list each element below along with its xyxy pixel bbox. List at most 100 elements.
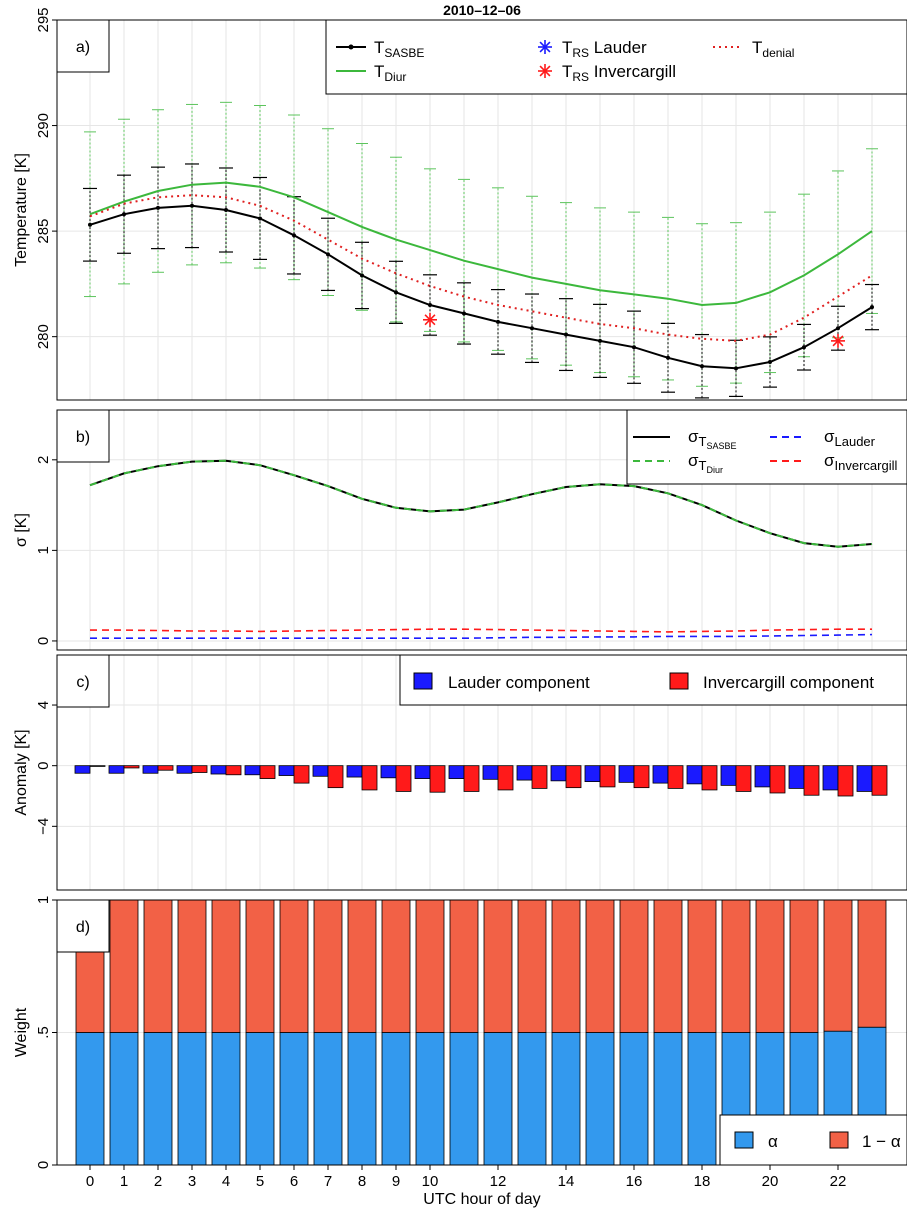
bar-invercargill-component	[633, 765, 650, 789]
y-tick-label: 4	[35, 701, 52, 709]
bar-invercargill-component	[837, 765, 854, 797]
bar-one-minus-alpha	[857, 899, 887, 1028]
x-tick-label: 9	[392, 1173, 400, 1190]
bar-lauder-component	[720, 765, 737, 786]
x-tick-label: 4	[222, 1173, 230, 1190]
legend-label: Invercargill component	[703, 673, 874, 692]
x-tick-label: 20	[762, 1173, 779, 1190]
bar-alpha	[313, 1032, 343, 1166]
bar-one-minus-alpha	[109, 899, 139, 1033]
x-tick-label: 16	[626, 1173, 643, 1190]
bar-lauder-component	[516, 765, 533, 781]
panel-label: d)	[76, 919, 90, 936]
bar-lauder-component	[856, 765, 873, 792]
bar-alpha	[347, 1032, 377, 1166]
sasbe-point	[632, 345, 636, 350]
series-line-sigma-diur	[89, 459, 873, 548]
series-line-t-sasbe	[89, 204, 873, 370]
bar-alpha	[483, 1032, 513, 1166]
bar-lauder-component	[822, 765, 839, 791]
sasbe-point	[190, 203, 194, 208]
legend-swatch-sasbe-marker	[348, 44, 354, 50]
legend-box	[325, 19, 907, 95]
bar-one-minus-alpha	[517, 899, 547, 1033]
panel-label: c)	[76, 674, 89, 691]
bar-lauder-component	[244, 765, 261, 776]
bar-one-minus-alpha	[313, 899, 343, 1033]
bar-one-minus-alpha	[687, 899, 717, 1033]
sasbe-point	[496, 319, 500, 324]
bar-invercargill-component	[293, 765, 310, 784]
bar-one-minus-alpha	[653, 899, 683, 1033]
invercargill-rs-point	[831, 333, 845, 348]
panel-a-temperature: 280 285 290 295 Temperature [K] a) TSASBETDiur…	[13, 7, 907, 401]
sasbe-point	[666, 355, 670, 360]
bar-one-minus-alpha	[347, 899, 377, 1033]
bar-one-minus-alpha	[823, 899, 853, 1032]
bar-lauder-component	[448, 765, 465, 779]
invercargill-rs-point	[423, 312, 437, 327]
x-tick-label: 3	[188, 1173, 196, 1190]
bar-alpha	[585, 1032, 615, 1166]
y-axis-label: Anomaly [K]	[13, 729, 30, 815]
legend-label: σTDiur	[688, 451, 723, 475]
bar-one-minus-alpha	[755, 899, 785, 1033]
bar-alpha	[449, 1032, 479, 1166]
legend-label: α	[768, 1132, 778, 1151]
y-tick-label: 0	[35, 1161, 52, 1169]
legend-swatch-lauder	[538, 40, 552, 54]
sasbe-point	[224, 208, 228, 212]
sasbe-point	[292, 233, 296, 238]
legend-label: TSASBE	[374, 38, 424, 60]
bar-lauder-component	[210, 765, 227, 775]
bar-invercargill-component	[463, 765, 480, 792]
bar-lauder-component	[108, 765, 125, 774]
bar-invercargill-component	[395, 765, 412, 792]
bar-one-minus-alpha	[619, 899, 649, 1033]
bar-lauder-component	[618, 765, 635, 783]
bar-one-minus-alpha	[245, 899, 275, 1033]
bar-lauder-component	[346, 765, 363, 778]
x-tick-label: 1	[120, 1173, 128, 1190]
sasbe-point	[700, 364, 704, 369]
bar-alpha	[279, 1032, 309, 1166]
x-axis-label: UTC hour of day	[423, 1191, 540, 1208]
legend-label: TRS Invercargill	[562, 62, 676, 84]
bar-invercargill-component	[803, 765, 820, 796]
bar-invercargill-component	[871, 765, 888, 796]
sasbe-point	[258, 216, 262, 221]
x-tick-label: 10	[422, 1173, 439, 1190]
panel-label-box	[56, 654, 110, 708]
y-tick-label: 280	[35, 324, 52, 349]
bar-one-minus-alpha	[279, 899, 309, 1033]
y-tick-label: 285	[35, 219, 52, 244]
bar-invercargill-component	[225, 765, 242, 776]
bar-one-minus-alpha	[721, 899, 751, 1033]
sasbe-point	[156, 205, 160, 210]
bar-alpha	[75, 1032, 105, 1166]
bar-lauder-component	[312, 765, 329, 777]
bar-invercargill-component	[769, 765, 786, 794]
legend-label: σLauder	[824, 427, 876, 449]
legend-label: TRS Lauder	[562, 38, 647, 60]
bar-alpha	[551, 1032, 581, 1166]
bar-alpha	[619, 1032, 649, 1166]
bar-invercargill-component	[735, 765, 752, 792]
panel-label-box	[56, 19, 110, 73]
y-axis-label: σ [K]	[13, 513, 30, 547]
y-tick-label: .5	[35, 1026, 52, 1039]
sasbe-point	[360, 273, 364, 278]
bar-invercargill-component	[191, 765, 208, 773]
bar-invercargill-component	[123, 765, 140, 769]
y-axis-label: Weight	[13, 1007, 30, 1057]
sasbe-point	[802, 345, 806, 350]
bar-invercargill-component	[259, 765, 276, 779]
bar-alpha	[415, 1032, 445, 1166]
y-axis-label: Temperature [K]	[13, 153, 30, 267]
bar-invercargill-component	[667, 765, 684, 789]
bar-alpha	[143, 1032, 173, 1166]
legend-swatch-one-minus-alpha	[829, 1131, 849, 1149]
bar-one-minus-alpha	[551, 899, 581, 1033]
bar-alpha	[177, 1032, 207, 1166]
